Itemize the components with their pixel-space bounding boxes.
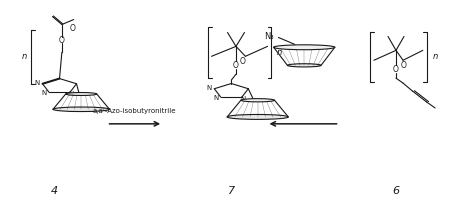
Text: O: O [393, 65, 399, 74]
Text: N: N [42, 90, 47, 96]
Text: N: N [241, 96, 246, 102]
Text: O: O [70, 24, 76, 33]
Text: N₃: N₃ [264, 32, 274, 41]
Text: a,a’-Azo-isobutyronitrile: a,a’-Azo-isobutyronitrile [93, 108, 177, 114]
Text: n: n [432, 52, 438, 61]
Text: N: N [34, 80, 40, 86]
Ellipse shape [53, 107, 110, 112]
Text: 6: 6 [392, 186, 400, 196]
Ellipse shape [287, 64, 321, 67]
Text: N: N [206, 85, 211, 91]
Ellipse shape [227, 114, 288, 119]
Text: N: N [69, 91, 74, 97]
Text: O: O [240, 57, 246, 66]
Text: n: n [22, 52, 27, 61]
Text: O: O [59, 36, 65, 45]
Text: O: O [400, 61, 406, 70]
Text: 4: 4 [51, 186, 59, 196]
Text: N: N [213, 95, 219, 101]
Ellipse shape [274, 45, 335, 50]
Ellipse shape [241, 99, 275, 102]
Text: O: O [233, 61, 239, 70]
Text: n: n [277, 48, 282, 57]
Ellipse shape [66, 93, 97, 95]
Text: 7: 7 [228, 186, 235, 196]
